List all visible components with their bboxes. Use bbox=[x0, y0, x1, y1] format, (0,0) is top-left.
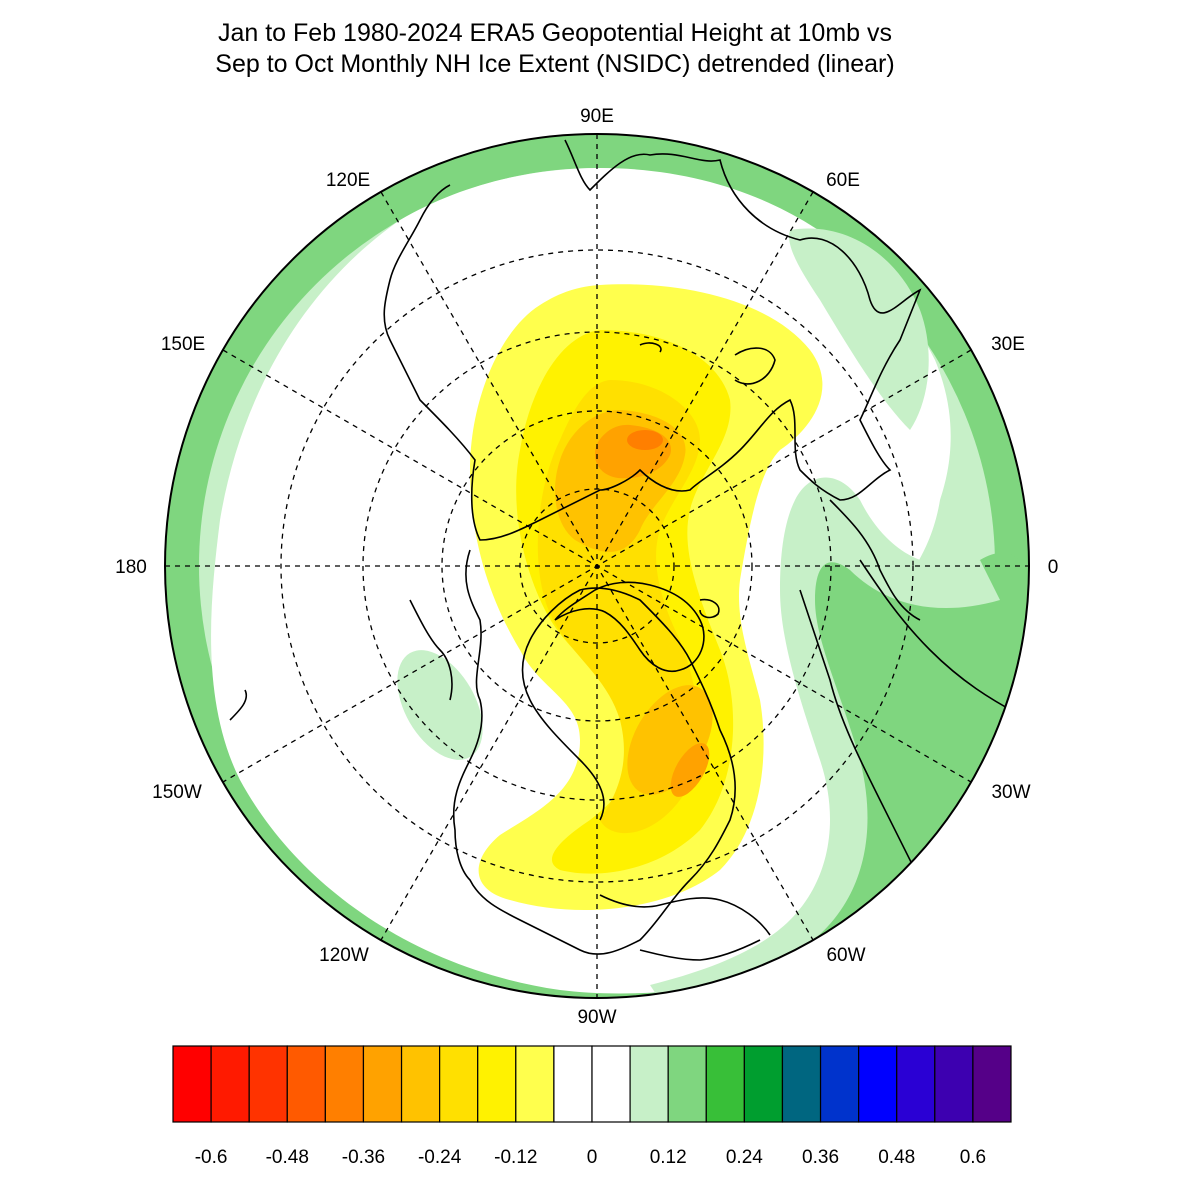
colorbar-tick-label: 0.12 bbox=[650, 1147, 687, 1168]
colorbar-tick-label: 0.48 bbox=[878, 1147, 915, 1168]
colorbar-tick-label: -0.36 bbox=[342, 1147, 385, 1168]
lon-label-90w: 90W bbox=[577, 1007, 616, 1028]
longitude-labels: 90E 120E 60E 150E 30E 180 0 150W 30W 120… bbox=[115, 106, 1058, 1028]
colorbar-swatch bbox=[629, 1045, 669, 1123]
colorbar-swatch bbox=[248, 1045, 288, 1123]
colorbar-tick-label: -0.24 bbox=[418, 1147, 462, 1168]
colorbar-swatch bbox=[172, 1045, 212, 1123]
russia-light-green-patch bbox=[789, 228, 929, 430]
colorbar-swatch bbox=[705, 1045, 745, 1123]
atlantic-light-border bbox=[650, 477, 1000, 998]
anomaly-core-max bbox=[627, 430, 663, 450]
coastlines bbox=[229, 139, 1029, 961]
colorbar-tick-label: -0.12 bbox=[494, 1147, 537, 1168]
map-border bbox=[164, 133, 1030, 999]
colorbar-swatch bbox=[781, 1045, 822, 1123]
colorbar-swatch bbox=[667, 1045, 707, 1123]
lon-label-120w: 120W bbox=[319, 945, 369, 966]
pacific-light-green-blob bbox=[397, 650, 483, 760]
colorbar-tick-label: 0.6 bbox=[960, 1147, 986, 1168]
map-title: Jan to Feb 1980-2024 ERA5 Geopotential H… bbox=[0, 18, 1110, 80]
colorbar-tick-label: 0.36 bbox=[802, 1147, 839, 1168]
colorbar-swatch bbox=[439, 1045, 479, 1123]
colorbar-tick-label: 0.24 bbox=[726, 1147, 763, 1168]
lon-label-180: 180 bbox=[115, 557, 147, 578]
colorbar-tick-label: -0.6 bbox=[195, 1147, 228, 1168]
colorbar-swatch bbox=[819, 1045, 860, 1123]
colorbar-swatch bbox=[515, 1045, 555, 1123]
colorbar-swatch bbox=[324, 1045, 365, 1123]
lon-label-30w: 30W bbox=[991, 782, 1030, 803]
latitude-circle bbox=[280, 249, 914, 883]
colorbar-swatch bbox=[591, 1045, 631, 1123]
anomaly-secondary-orange bbox=[670, 743, 710, 797]
colorbar-swatch bbox=[934, 1045, 974, 1123]
colorbar-swatch bbox=[858, 1045, 898, 1123]
colorbar-swatch bbox=[743, 1045, 784, 1123]
map-field bbox=[165, 134, 1029, 998]
colorbar-swatch bbox=[477, 1045, 517, 1123]
colorbar-swatch bbox=[286, 1045, 326, 1123]
lon-label-150e: 150E bbox=[161, 334, 205, 355]
latitude-circle bbox=[441, 410, 753, 722]
lat-lon-grid bbox=[165, 134, 1029, 998]
colorbar-tick-label: -0.48 bbox=[266, 1147, 309, 1168]
meridian-150e-30w bbox=[222, 349, 972, 783]
lon-label-0: 0 bbox=[1048, 557, 1059, 578]
colorbar-swatch bbox=[210, 1045, 250, 1123]
latitude-circle bbox=[362, 331, 832, 801]
lon-label-120e: 120E bbox=[326, 170, 370, 191]
colorbar-swatch bbox=[972, 1045, 1012, 1123]
colorbar-tick-labels: -0.6 -0.48 -0.36 -0.24 -0.12 0 0.12 0.24 0.36 0.4… bbox=[195, 1147, 986, 1168]
lon-label-90e: 90E bbox=[580, 106, 614, 127]
lon-label-60e: 60E bbox=[826, 170, 860, 191]
title-line-1: Jan to Feb 1980-2024 ERA5 Geopotential H… bbox=[217, 19, 893, 47]
title-line-2: Sep to Oct Monthly NH Ice Extent (NSIDC)… bbox=[215, 50, 895, 78]
colorbar-swatch bbox=[362, 1045, 403, 1123]
lon-label-30e: 30E bbox=[991, 334, 1025, 355]
colorbar-swatch bbox=[400, 1045, 441, 1123]
lon-label-60w: 60W bbox=[826, 945, 865, 966]
lon-label-150w: 150W bbox=[152, 782, 202, 803]
colorbar-swatch bbox=[553, 1045, 593, 1123]
colorbar bbox=[172, 1045, 1012, 1123]
colorbar-swatch bbox=[896, 1045, 936, 1123]
colorbar-tick-label: 0 bbox=[587, 1147, 598, 1168]
